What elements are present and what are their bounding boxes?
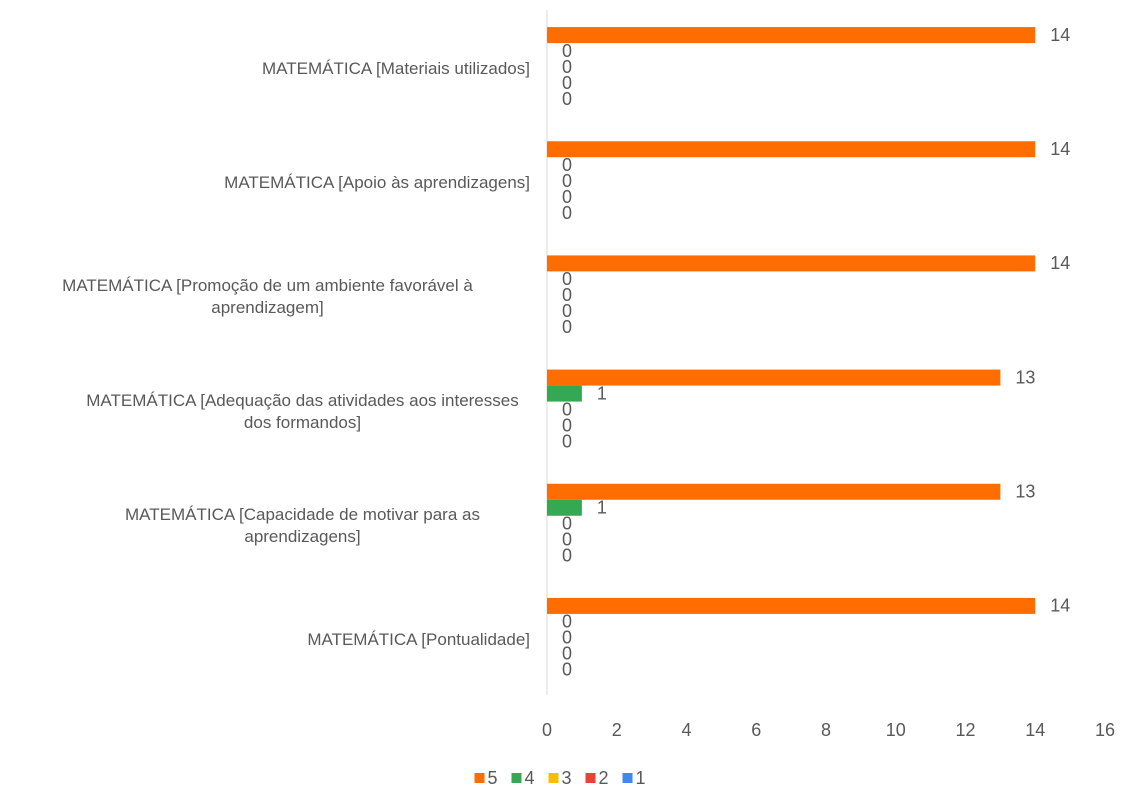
legend-label: 2 — [599, 768, 609, 788]
legend-label: 5 — [488, 768, 498, 788]
data-label: 0 — [562, 399, 572, 419]
data-label: 0 — [562, 644, 572, 664]
x-tick-label: 0 — [542, 720, 552, 740]
data-label: 1 — [597, 383, 607, 403]
data-label: 0 — [562, 530, 572, 550]
category-label: MATEMÁTICA [Materiais utilizados] — [262, 59, 530, 79]
data-label: 0 — [562, 514, 572, 534]
data-label: 14 — [1050, 596, 1070, 616]
x-tick-label: 4 — [681, 720, 691, 740]
x-tick-label: 8 — [821, 720, 831, 740]
legend-label: 3 — [562, 768, 572, 788]
data-label: 0 — [562, 269, 572, 289]
category-label: MATEMÁTICA [Adequação das atividades aos… — [86, 390, 519, 432]
legend-label: 4 — [525, 768, 535, 788]
bar — [547, 369, 1001, 386]
data-label: 0 — [562, 41, 572, 61]
data-label: 0 — [562, 285, 572, 305]
data-label: 0 — [562, 203, 572, 223]
legend-swatch — [585, 773, 596, 783]
data-label: 0 — [562, 317, 572, 337]
x-tick-label: 6 — [751, 720, 761, 740]
category-label: MATEMÁTICA [Pontualidade] — [307, 629, 530, 649]
legend-swatch — [622, 773, 633, 783]
bar — [547, 27, 1036, 44]
data-label: 0 — [562, 628, 572, 648]
data-label: 0 — [562, 415, 572, 435]
legend-swatch — [474, 773, 485, 783]
legend-swatch — [548, 773, 559, 783]
data-label: 0 — [562, 57, 572, 77]
bar — [547, 499, 582, 516]
data-label: 13 — [1015, 367, 1035, 387]
data-label: 0 — [562, 546, 572, 566]
bar — [547, 483, 1001, 500]
data-label: 0 — [562, 660, 572, 680]
data-label: 1 — [597, 498, 607, 518]
x-tick-label: 12 — [955, 720, 975, 740]
data-label: 0 — [562, 171, 572, 191]
category-label: MATEMÁTICA [Promoção de um ambiente favo… — [62, 276, 473, 318]
data-label: 13 — [1015, 482, 1035, 502]
bar — [547, 255, 1036, 272]
data-label: 0 — [562, 301, 572, 321]
data-label: 14 — [1050, 139, 1070, 159]
x-tick-label: 16 — [1095, 720, 1115, 740]
data-label: 0 — [562, 187, 572, 207]
data-label: 0 — [562, 612, 572, 632]
bar — [547, 141, 1036, 158]
data-label: 0 — [562, 73, 572, 93]
data-label: 0 — [562, 431, 572, 451]
x-tick-label: 14 — [1025, 720, 1045, 740]
category-label: MATEMÁTICA [Capacidade de motivar para a… — [125, 504, 480, 546]
legend-label: 1 — [636, 768, 646, 788]
data-label: 0 — [562, 155, 572, 175]
legend-swatch — [511, 773, 522, 783]
data-label: 0 — [562, 89, 572, 109]
x-tick-label: 2 — [612, 720, 622, 740]
category-label: MATEMÁTICA [Apoio às aprendizagens] — [224, 173, 530, 193]
x-tick-label: 10 — [886, 720, 906, 740]
bar — [547, 385, 582, 402]
bar — [547, 597, 1036, 614]
data-label: 14 — [1050, 25, 1070, 45]
data-label: 14 — [1050, 253, 1070, 273]
